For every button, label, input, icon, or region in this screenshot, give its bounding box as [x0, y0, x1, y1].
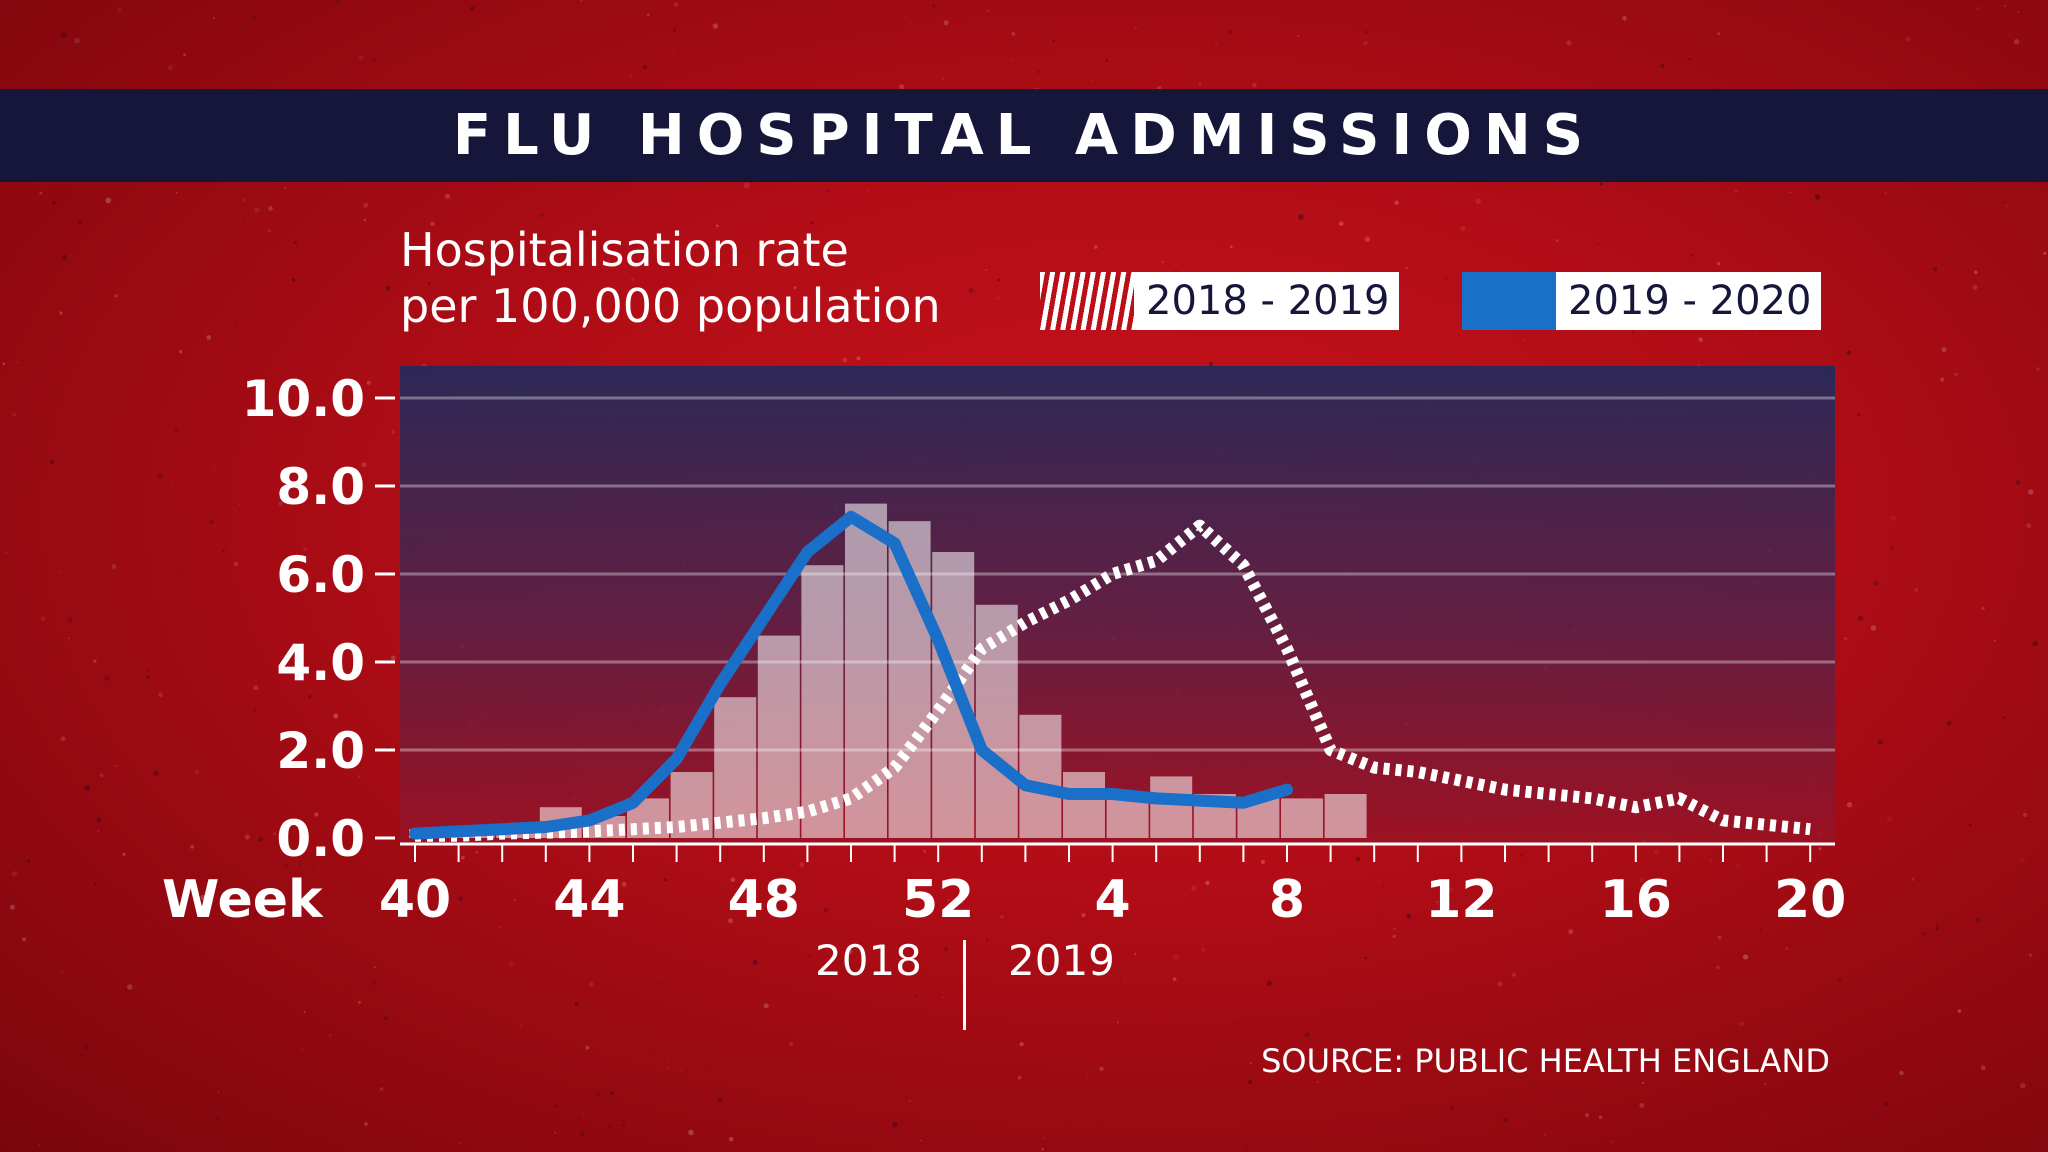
- x-tick-label: 12: [1425, 870, 1497, 930]
- bar: [714, 697, 757, 838]
- y-tick-label: 4.0: [276, 634, 365, 692]
- bar: [1324, 794, 1367, 838]
- bar: [1019, 714, 1062, 838]
- x-axis-word: Week: [162, 870, 323, 930]
- x-tick-label: 48: [728, 870, 800, 930]
- x-tick-label: 8: [1269, 870, 1305, 930]
- bar: [1150, 776, 1193, 838]
- year-divider: [963, 940, 966, 1030]
- x-tick-label: 40: [379, 870, 451, 930]
- x-tick-label: 52: [902, 870, 974, 930]
- y-tick-label: 2.0: [276, 722, 365, 780]
- title-bar: FLU HOSPITAL ADMISSIONS: [0, 89, 2048, 182]
- bar: [1281, 798, 1323, 838]
- y-tick-label: 8.0: [276, 458, 365, 516]
- bar: [801, 565, 844, 838]
- legend-item-2018-2019: 2018 - 2019: [1040, 272, 1400, 330]
- bar: [932, 552, 975, 838]
- y-tick-label: 0.0: [276, 810, 365, 868]
- source-text: SOURCE: PUBLIC HEALTH ENGLAND: [1261, 1042, 1830, 1080]
- bar: [757, 635, 800, 838]
- series-line-2019-2020: [409, 510, 1293, 840]
- x-tick-label: 16: [1600, 870, 1672, 930]
- legend-label-2018-2019: 2018 - 2019: [1134, 272, 1400, 330]
- bar: [975, 604, 1018, 838]
- chart-title: FLU HOSPITAL ADMISSIONS: [452, 103, 1596, 168]
- series-line-2018-2019: [415, 519, 1811, 842]
- blue-swatch-icon: [1462, 272, 1556, 330]
- x-tick-label: 44: [553, 870, 625, 930]
- x-tick-label: 4: [1095, 870, 1131, 930]
- y-axis-label: Hospitalisation rate per 100,000 populat…: [400, 222, 941, 334]
- y-axis-label-line1: Hospitalisation rate: [400, 223, 849, 277]
- y-tick-label: 6.0: [276, 546, 365, 604]
- x-tick-label: 20: [1774, 870, 1846, 930]
- y-axis-label-line2: per 100,000 population: [400, 279, 941, 333]
- legend-label-2019-2020: 2019 - 2020: [1556, 272, 1822, 330]
- year-label-2018: 2018: [815, 936, 922, 985]
- y-tick-label: 10.0: [242, 370, 365, 428]
- year-label-2019: 2019: [1008, 936, 1115, 985]
- plot-area: [400, 366, 1835, 844]
- hatch-swatch-icon: [1040, 272, 1134, 330]
- legend-item-2019-2020: 2019 - 2020: [1462, 272, 1822, 330]
- bar: [1063, 772, 1105, 838]
